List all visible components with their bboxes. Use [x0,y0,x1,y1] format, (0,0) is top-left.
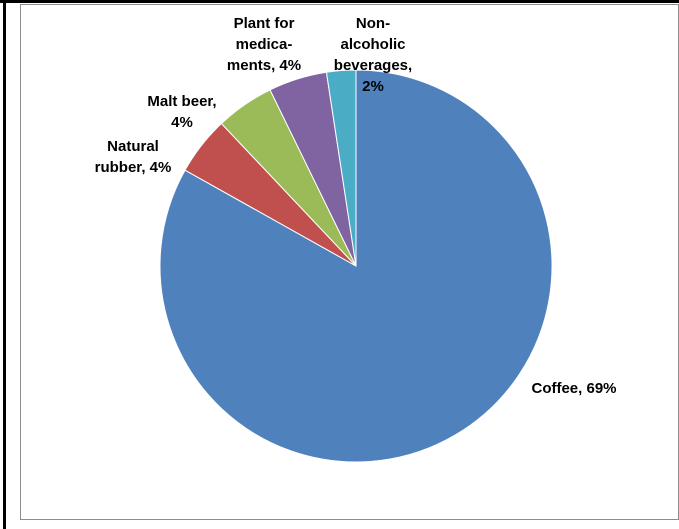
data-label-line: medica- [236,36,293,53]
data-label-plant-for-medicaments: Plant for medica-ments, 4% [227,15,301,74]
pie-labels: Coffee, 69% Natural rubber, 4% Malt beer, 4%… [95,15,617,397]
frame-left-border [3,0,6,529]
data-label-coffee: Coffee, 69% [531,380,616,397]
data-label-line: rubber, 4% [95,159,172,176]
data-label-line: ments, 4% [227,57,301,74]
data-label-line: 4% [171,114,193,131]
pie-slice-non-alcoholic-beverages [325,69,357,267]
data-label-line: Coffee, 69% [531,380,616,397]
data-label-natural-rubber: Natural rubber, 4% [95,138,172,176]
data-label-malt-beer: Malt beer, 4% [147,93,216,131]
data-label-line: alcoholic [340,36,405,53]
data-label-non-alcoholic-beverages: Non-alcoholic beverages, 2% [334,15,412,95]
data-label-line: Non- [356,15,390,32]
data-label-line: Malt beer, [147,93,216,110]
pie-slices [159,69,553,463]
data-label-line: 2% [362,78,384,95]
data-label-line: beverages, [334,57,412,74]
data-label-line: Plant for [234,15,295,32]
frame-top-border [0,0,679,3]
data-label-line: Natural [107,138,159,155]
